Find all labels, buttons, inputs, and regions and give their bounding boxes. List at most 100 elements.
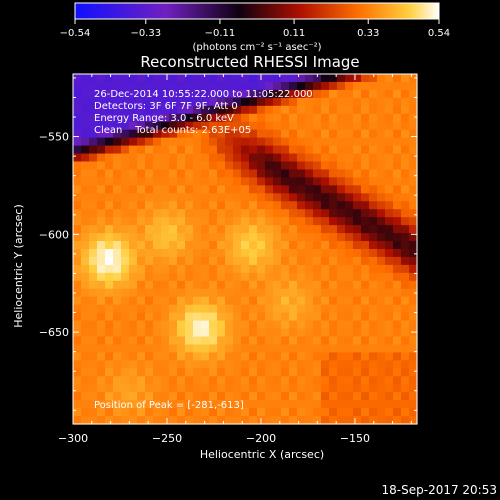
heatmap-cell: [81, 400, 90, 409]
heatmap-cell: [161, 177, 170, 186]
heatmap-cell: [401, 169, 410, 178]
heatmap-cell: [105, 97, 114, 107]
heatmap-cell: [161, 161, 170, 171]
heatmap-cell: [89, 320, 98, 330]
heatmap-cell: [209, 328, 218, 338]
heatmap-cell: [241, 416, 250, 425]
heatmap-cell: [105, 304, 114, 314]
heatmap-cell: [89, 368, 98, 377]
heatmap-cell: [209, 264, 218, 274]
heatmap-cell: [409, 272, 418, 282]
heatmap-cell: [393, 97, 402, 107]
heatmap-cell: [409, 344, 418, 353]
heatmap-cell: [249, 217, 258, 226]
heatmap-cell: [385, 352, 394, 361]
heatmap-cell: [329, 129, 338, 139]
heatmap-cell: [353, 137, 362, 147]
heatmap-cell: [177, 97, 186, 107]
heatmap-cell: [345, 74, 354, 83]
heatmap-cell: [393, 320, 402, 330]
heatmap-cell: [321, 280, 330, 290]
heatmap-cell: [345, 296, 354, 306]
heatmap-cell: [193, 209, 202, 218]
heatmap-cell: [409, 336, 418, 346]
heatmap-cell: [145, 177, 154, 186]
heatmap-cell: [161, 328, 170, 338]
heatmap-cell: [129, 209, 138, 218]
heatmap-cell: [377, 137, 386, 147]
heatmap-cell: [153, 145, 162, 155]
heatmap-cell: [265, 256, 274, 266]
heatmap-cell: [265, 217, 274, 226]
heatmap-cell: [89, 129, 98, 139]
heatmap-cell: [225, 360, 234, 369]
heatmap-cell: [393, 376, 402, 385]
heatmap-cell: [241, 288, 250, 298]
heatmap-cell: [377, 392, 386, 401]
heatmap-cell: [305, 201, 314, 210]
heatmap-cell: [249, 408, 258, 417]
heatmap-cell: [89, 89, 98, 99]
heatmap-cell: [177, 296, 186, 306]
heatmap-cell: [297, 344, 306, 353]
heatmap-cell: [257, 169, 266, 178]
heatmap-cell: [97, 105, 106, 115]
heatmap-cell: [201, 137, 210, 147]
heatmap-cell: [297, 97, 306, 107]
heatmap-cell: [177, 233, 186, 242]
heatmap-cell: [233, 74, 242, 83]
heatmap-cell: [89, 137, 98, 147]
colorbar-scale: [74, 2, 440, 20]
heatmap-cell: [273, 225, 282, 234]
heatmap-cell: [353, 400, 362, 409]
heatmap-cell: [401, 193, 410, 202]
heatmap-cell: [337, 185, 346, 194]
heatmap-cell: [193, 201, 202, 210]
heatmap-cell: [121, 360, 130, 369]
heatmap-cell: [137, 217, 146, 226]
heatmap-cell: [177, 185, 186, 194]
heatmap-cell: [209, 89, 218, 99]
heatmap-cell: [137, 400, 146, 409]
heatmap-cell: [169, 344, 178, 353]
heatmap-cell: [121, 137, 130, 147]
heatmap-cell: [385, 312, 394, 322]
heatmap-cell: [81, 129, 90, 139]
heatmap-cell: [145, 352, 154, 361]
heatmap-cell: [161, 360, 170, 369]
heatmap-cell: [321, 336, 330, 346]
heatmap-cell: [257, 344, 266, 353]
heatmap-cell: [289, 217, 298, 226]
heatmap-cell: [161, 408, 170, 417]
heatmap-cell: [137, 145, 146, 155]
heatmap-cell: [409, 360, 418, 369]
heatmap-cell: [353, 392, 362, 401]
heatmap-cell: [329, 256, 338, 266]
heatmap-cell: [121, 400, 130, 409]
heatmap-cell: [225, 145, 234, 155]
heatmap-cell: [209, 161, 218, 171]
heatmap-cell: [305, 408, 314, 417]
heatmap-cell: [97, 392, 106, 401]
heatmap-cell: [289, 256, 298, 266]
heatmap-cell: [217, 209, 226, 218]
heatmap-cell: [121, 416, 130, 425]
heatmap-cell: [265, 185, 274, 194]
heatmap-cell: [217, 256, 226, 266]
heatmap-cell: [193, 81, 202, 91]
heatmap-cell: [217, 336, 226, 346]
heatmap-cell: [137, 272, 146, 282]
heatmap-cell: [73, 368, 82, 377]
heatmap-cell: [361, 376, 370, 385]
heatmap-cell: [297, 201, 306, 210]
heatmap-cell: [105, 352, 114, 361]
heatmap-cell: [409, 241, 418, 250]
heatmap-cell: [89, 400, 98, 409]
heatmap-cell: [193, 336, 202, 346]
heatmap-cell: [257, 225, 266, 234]
heatmap-cell: [305, 121, 314, 131]
heatmap-cell: [409, 400, 418, 409]
heatmap-cell: [169, 217, 178, 226]
heatmap-cell: [153, 185, 162, 194]
heatmap-cell: [225, 113, 234, 123]
